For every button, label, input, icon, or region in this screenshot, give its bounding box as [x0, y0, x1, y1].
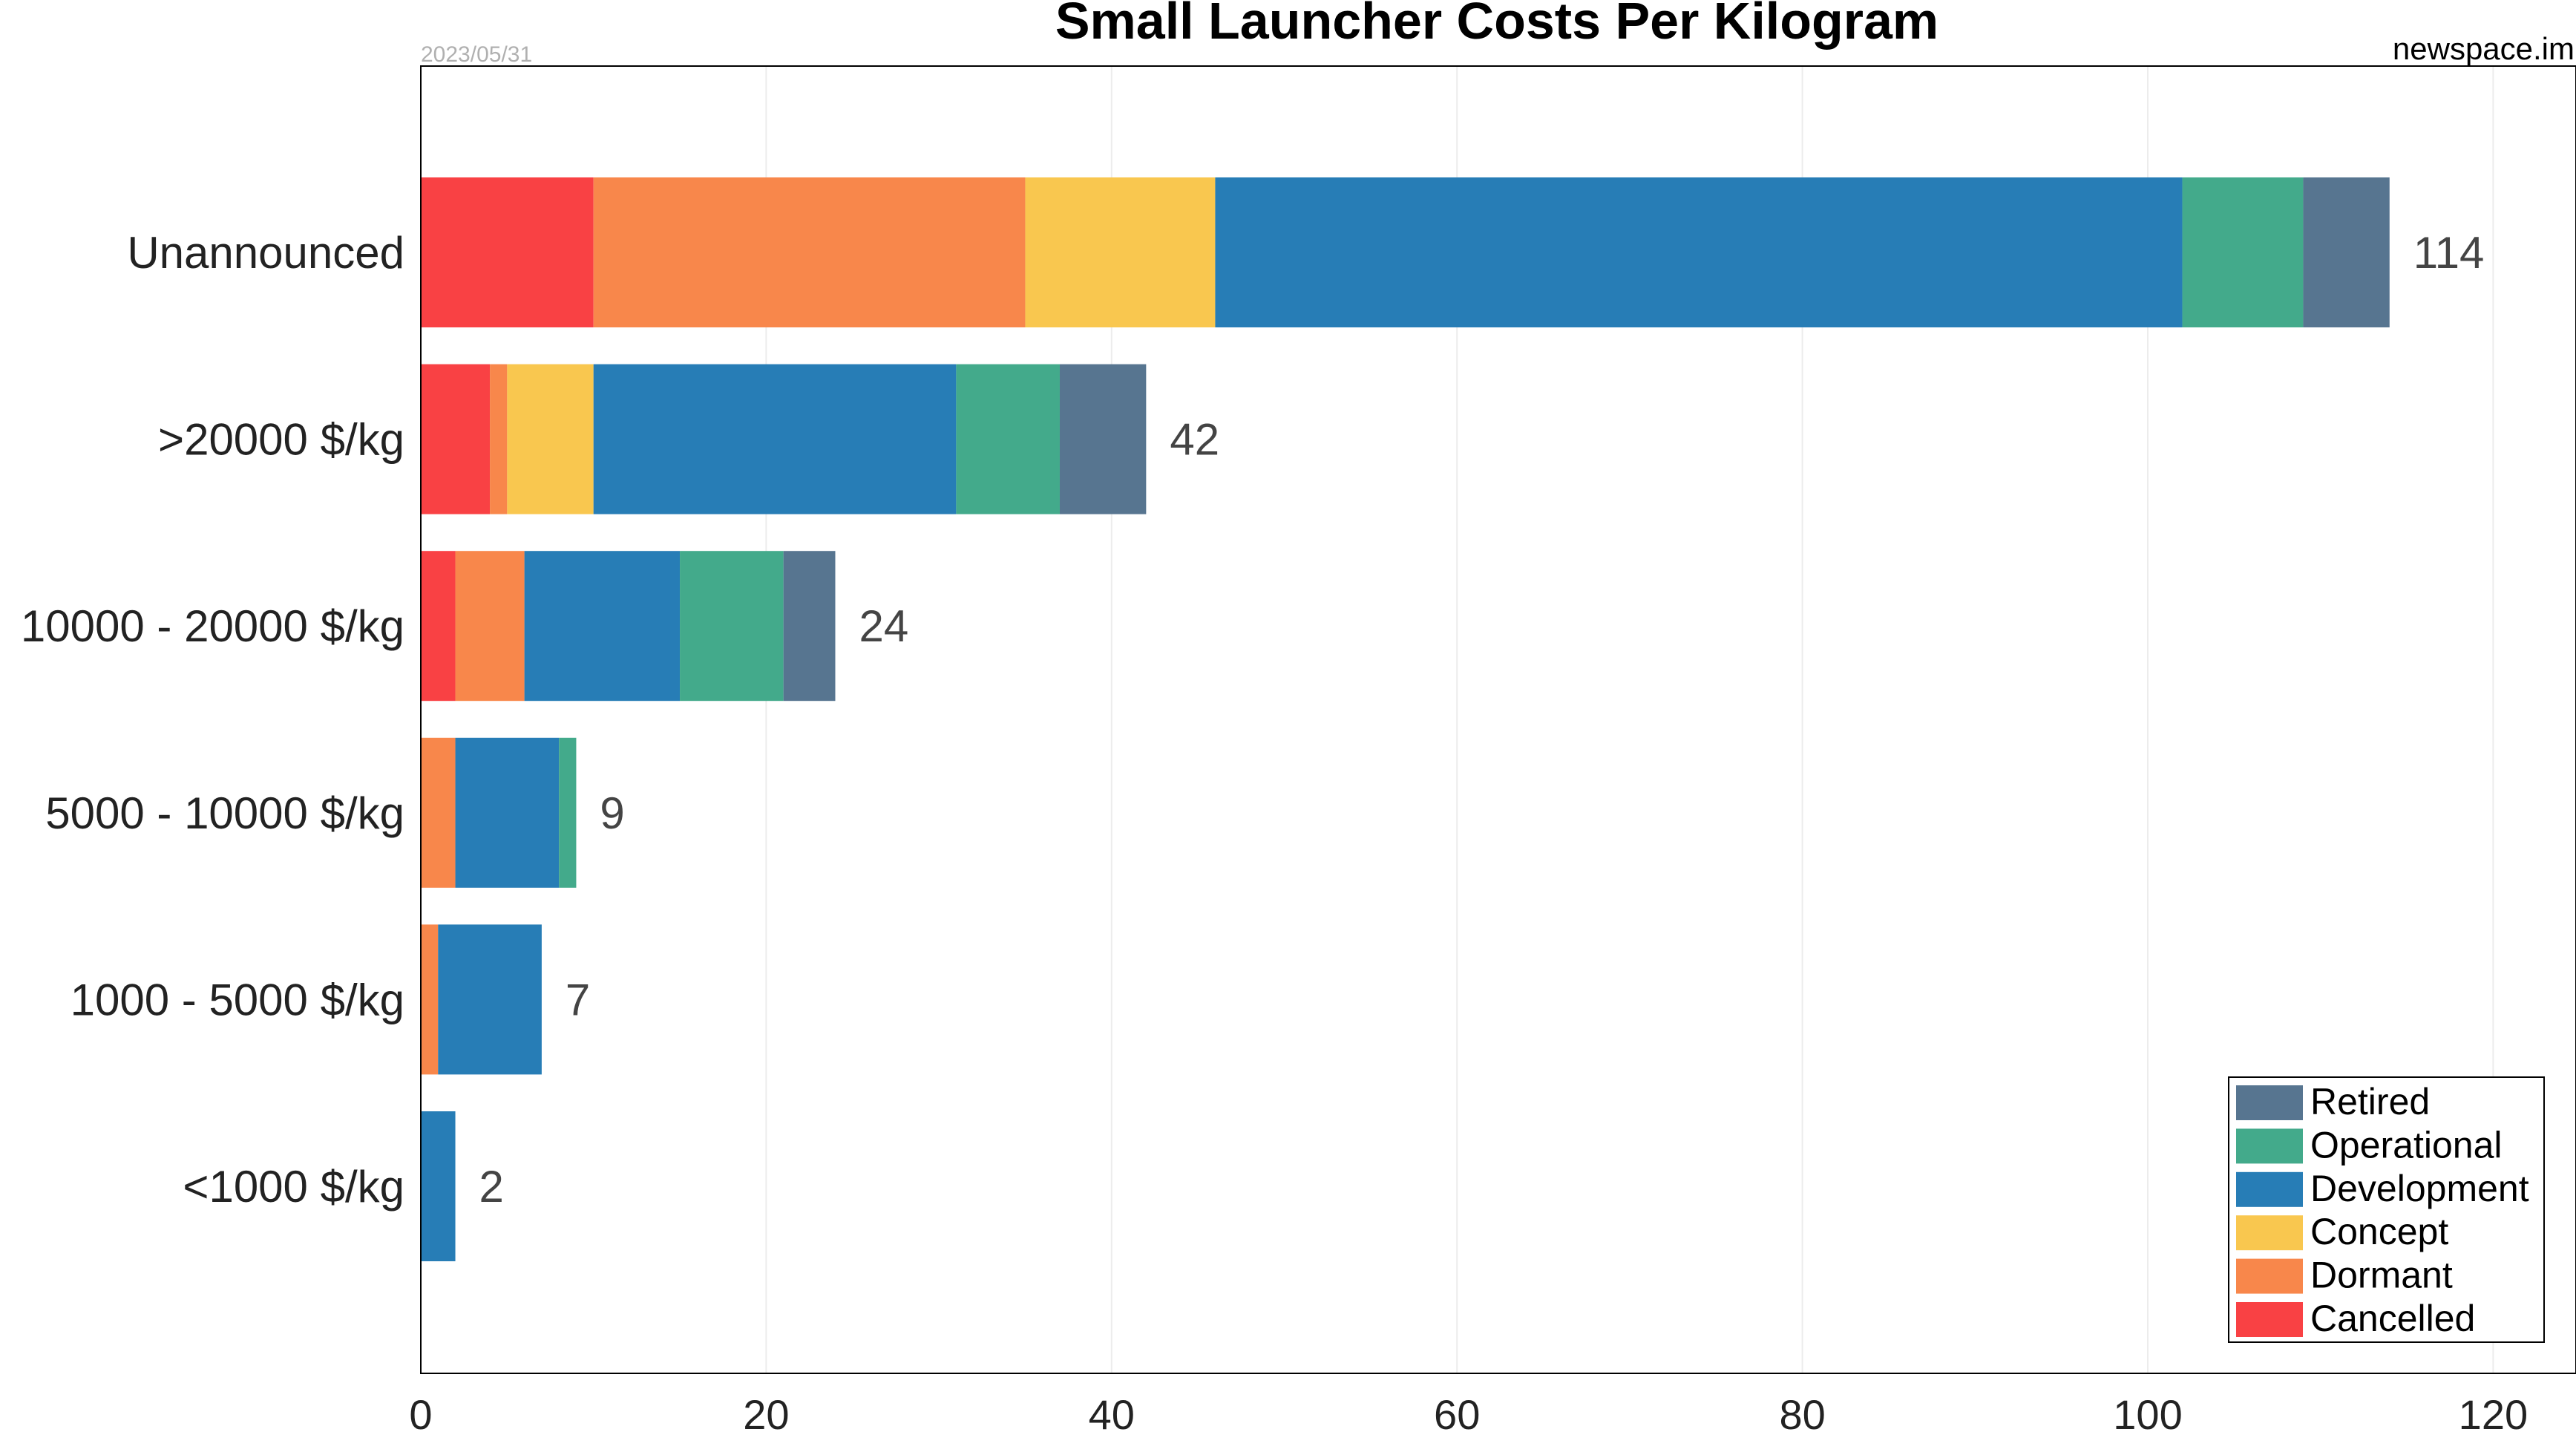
total-label: 7 — [566, 975, 590, 1024]
category-labels: Unannounced >20000 $/kg 10000 - 20000 $/kg… — [21, 228, 404, 1212]
bar-segment — [421, 737, 456, 888]
bar-segment — [593, 177, 1026, 327]
legend-swatch — [2236, 1302, 2303, 1337]
bar-segment — [783, 551, 836, 702]
bar-segment — [438, 924, 542, 1075]
chart-title: Small Launcher Costs Per Kilogram — [1055, 0, 1938, 50]
legend-swatch — [2236, 1171, 2303, 1207]
total-label: 24 — [859, 601, 908, 651]
legend-label: Cancelled — [2310, 1298, 2475, 1339]
category-label: 10000 - 20000 $/kg — [21, 601, 404, 651]
bar-segment — [507, 364, 594, 514]
plot-frame — [420, 65, 2576, 1374]
bar-segment — [2182, 177, 2304, 327]
bar-segment — [593, 364, 957, 514]
x-tick-label: 80 — [1779, 1391, 1825, 1432]
legend-swatch — [2236, 1215, 2303, 1251]
category-label: Unannounced — [127, 228, 404, 278]
bar-segment — [455, 551, 525, 702]
total-label: 42 — [1170, 415, 1219, 465]
x-tick-label: 0 — [409, 1391, 432, 1432]
category-label: >20000 $/kg — [158, 415, 404, 465]
bars — [421, 177, 2390, 1261]
total-label: 9 — [600, 788, 624, 838]
x-axis-ticks: 0 20 40 60 80 100 120 — [409, 1391, 2528, 1432]
total-labels: 114 42 24 9 7 2 — [479, 228, 2485, 1212]
x-tick-label: 100 — [2113, 1391, 2182, 1432]
bar-segment — [455, 737, 560, 888]
total-label: 2 — [479, 1162, 504, 1212]
legend-swatch — [2236, 1258, 2303, 1294]
legend-label: Retired — [2310, 1081, 2430, 1122]
category-label: 1000 - 5000 $/kg — [71, 975, 404, 1024]
x-tick-label: 120 — [2459, 1391, 2528, 1432]
chart-source: newspace.im — [2393, 31, 2575, 66]
bar-segment — [1025, 177, 1216, 327]
bar-segment — [1059, 364, 1147, 514]
legend-box — [2228, 1076, 2545, 1343]
bar-segment — [421, 364, 491, 514]
legend-label: Operational — [2310, 1124, 2503, 1165]
legend-label: Development — [2310, 1168, 2529, 1209]
bar-segment — [421, 551, 456, 702]
bar-segment — [956, 364, 1060, 514]
bar-segment — [421, 924, 439, 1075]
bar-segment — [421, 177, 594, 327]
x-tick-label: 60 — [1434, 1391, 1480, 1432]
category-label: <1000 $/kg — [183, 1162, 404, 1212]
bar-segment — [559, 737, 577, 888]
legend-swatch — [2236, 1128, 2303, 1164]
bar-segment — [421, 1111, 456, 1261]
x-tick-label: 20 — [743, 1391, 789, 1432]
bar-segment — [680, 551, 784, 702]
bar-segment — [1215, 177, 2183, 327]
bar-segment — [490, 364, 508, 514]
category-label: 5000 - 10000 $/kg — [45, 788, 404, 838]
bar-segment — [524, 551, 681, 702]
chart-date: 2023/05/31 — [421, 42, 532, 67]
legend-swatch — [2236, 1085, 2303, 1120]
legend: RetiredOperationalDevelopmentConceptDorm… — [2228, 1076, 2545, 1343]
legend-label: Dormant — [2310, 1255, 2453, 1296]
bar-segment — [2303, 177, 2390, 327]
legend-label: Concept — [2310, 1211, 2448, 1252]
total-label: 114 — [2413, 228, 2485, 278]
x-tick-label: 40 — [1089, 1391, 1135, 1432]
